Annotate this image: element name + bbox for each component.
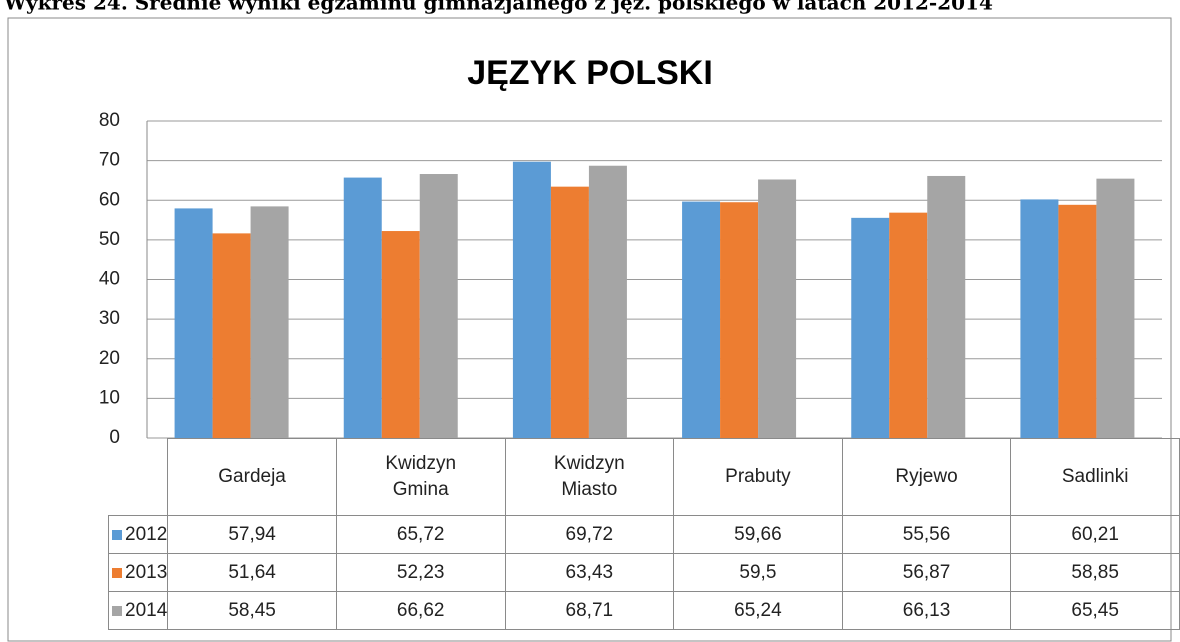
- series-row: 2013 51,64 52,23 63,43 59,5 56,87 58,85: [107, 553, 1180, 592]
- value-label: 66,13: [841, 591, 1012, 630]
- caption: Wykres 24. Średnie wyniki egzaminu gimna…: [3, 0, 993, 15]
- legend-cell: 2012: [107, 515, 169, 554]
- x-tick-cell: Kwidzyn Gmina: [335, 438, 506, 516]
- value-label: 55,56: [841, 515, 1012, 554]
- x-tick-label: Kwidzyn Gmina: [385, 453, 457, 500]
- bar: [1096, 178, 1135, 439]
- bar: [343, 177, 382, 438]
- bar: [1058, 204, 1097, 438]
- value-label: 59,5: [673, 553, 843, 592]
- value-label: 56,87: [841, 553, 1012, 592]
- legend-label: 2014: [125, 599, 168, 621]
- legend-label: 2013: [125, 561, 168, 583]
- y-tick-label: 0: [109, 427, 120, 448]
- bar: [1020, 199, 1059, 438]
- x-tick-cell: Prabuty: [673, 438, 843, 516]
- series-row: 2012 57,94 65,72 69,72 59,66 55,56 60,21: [107, 515, 1180, 554]
- bar: [851, 217, 890, 438]
- legend-label: 2012: [125, 523, 168, 545]
- bar: [682, 201, 721, 438]
- x-tick-label: Ryjewo: [895, 466, 958, 488]
- value-label: 63,43: [504, 553, 675, 592]
- bar: [419, 174, 458, 438]
- blank-cell: [108, 438, 169, 516]
- x-tick-cell: Ryjewo: [841, 438, 1012, 516]
- bar: [174, 208, 213, 438]
- bar: [927, 175, 966, 438]
- chart-border: [7, 17, 1172, 642]
- bar: [381, 231, 420, 438]
- header-row: Gardeja Kwidzyn Gmina Kwidzyn Miasto Prabut…: [108, 438, 1180, 516]
- legend-swatch: [112, 567, 122, 578]
- x-tick-cell: Kwidzyn Miasto: [504, 438, 675, 516]
- value-label: 52,23: [335, 553, 506, 592]
- value-label: 60,21: [1010, 515, 1180, 554]
- x-tick-cell: Gardeja: [167, 438, 337, 516]
- value-label: 58,85: [1010, 553, 1180, 592]
- x-tick-label: Prabuty: [725, 466, 791, 488]
- value-label: 51,64: [167, 553, 337, 592]
- series-row: 2014 58,45 66,62 68,71 65,24 66,13 65,45: [107, 591, 1180, 630]
- value-label: 65,45: [1010, 591, 1180, 630]
- y-tick-label: 40: [99, 269, 120, 290]
- legend-swatch: [112, 605, 122, 616]
- value-label: 57,94: [167, 515, 337, 554]
- bar: [212, 233, 251, 438]
- x-tick-label: Gardeja: [218, 466, 286, 488]
- y-tick-label: 20: [99, 348, 120, 369]
- y-tick-label: 30: [99, 308, 120, 329]
- legend-cell: 2014: [107, 591, 169, 630]
- bar: [758, 179, 797, 438]
- y-tick-label: 50: [99, 229, 120, 250]
- value-label: 65,72: [335, 515, 506, 554]
- value-label: 58,45: [167, 591, 337, 630]
- bar: [889, 212, 928, 438]
- y-tick-label: 80: [99, 110, 120, 131]
- bar: [250, 206, 289, 438]
- y-tick-label: 60: [99, 189, 120, 210]
- value-label: 59,66: [673, 515, 843, 554]
- x-tick-label: Kwidzyn Miasto: [553, 453, 625, 500]
- bar: [720, 202, 759, 438]
- legend-cell: 2013: [107, 553, 169, 592]
- data-table: Gardeja Kwidzyn Gmina Kwidzyn Miasto Prabut…: [107, 438, 1180, 630]
- value-label: 66,62: [335, 591, 506, 630]
- bar: [512, 161, 551, 438]
- x-tick-label: Sadlinki: [1061, 466, 1129, 488]
- chart-title: JĘZYK POLSKI: [467, 54, 713, 92]
- value-label: 65,24: [673, 591, 843, 630]
- bar: [588, 165, 627, 438]
- bar: [550, 186, 589, 438]
- x-tick-cell: Sadlinki: [1010, 438, 1180, 516]
- value-label: 68,71: [504, 591, 675, 630]
- legend-swatch: [112, 529, 122, 540]
- y-tick-label: 10: [99, 387, 120, 408]
- value-label: 69,72: [504, 515, 675, 554]
- y-tick-label: 70: [99, 150, 120, 171]
